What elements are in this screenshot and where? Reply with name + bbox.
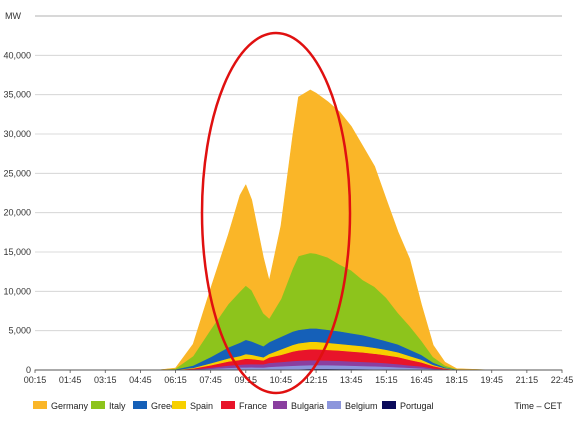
x-tick-label: 15:15 (375, 375, 398, 385)
y-tick-label: 20,000 (3, 208, 31, 218)
y-tick-label: 10,000 (3, 286, 31, 296)
y-tick-label: 40,000 (3, 50, 31, 60)
legend-swatch-spain (172, 401, 186, 409)
legend-swatch-italy (91, 401, 105, 409)
x-tick-label: 06:15 (164, 375, 187, 385)
annotation (200, 31, 352, 395)
y-tick-label: 30,000 (3, 129, 31, 139)
legend-label-france: France (239, 401, 267, 411)
y-axis-unit: MW (5, 11, 21, 21)
x-tick-label: 03:15 (94, 375, 117, 385)
y-tick-label: 35,000 (3, 90, 31, 100)
area-belgium (34, 364, 563, 371)
y-tick-label: 25,000 (3, 168, 31, 178)
x-tick-label: 22:45 (551, 375, 573, 385)
x-tick-label: 18:15 (445, 375, 468, 385)
highlight-ellipse (200, 31, 352, 395)
legend-swatch-france (221, 401, 235, 409)
x-tick-label: 01:45 (59, 375, 82, 385)
legend-swatch-belgium (327, 401, 341, 409)
x-axis-title: Time – CET (514, 401, 562, 411)
legend-label-belgium: Belgium (345, 401, 378, 411)
legend-swatch-portugal (382, 401, 396, 409)
x-tick-label: 16:45 (410, 375, 433, 385)
legend-label-portugal: Portugal (400, 401, 434, 411)
x-tick-label: 21:15 (516, 375, 539, 385)
legend: Germany Italy Greece Spain France Bulgaria Bel… (33, 401, 563, 411)
legend-swatch-germany (33, 401, 47, 409)
y-tick-label: 5,000 (8, 326, 31, 336)
x-tick-label: 12:15 (305, 375, 328, 385)
x-tick-label: 00:15 (24, 375, 47, 385)
x-tick-label: 07:45 (199, 375, 222, 385)
y-tick-label: 0 (26, 365, 31, 375)
legend-swatch-bulgaria (273, 401, 287, 409)
x-tick-label: 09:15 (235, 375, 258, 385)
area-series (34, 89, 563, 371)
legend-label-germany: Germany (51, 401, 89, 411)
x-tick-label: 13:45 (340, 375, 363, 385)
legend-label-spain: Spain (190, 401, 213, 411)
legend-label-italy: Italy (109, 401, 126, 411)
legend-swatch-greece (133, 401, 147, 409)
x-tick-label: 10:45 (270, 375, 293, 385)
x-tick-label: 04:45 (129, 375, 152, 385)
y-tick-label: 15,000 (3, 247, 31, 257)
legend-label-bulgaria: Bulgaria (291, 401, 324, 411)
axes: 0 5,000 10,000 15,000 20,000 25,000 30,000 35,0… (3, 11, 573, 385)
legend-label-greece: Greece (151, 401, 181, 411)
x-tick-label: 19:45 (480, 375, 503, 385)
